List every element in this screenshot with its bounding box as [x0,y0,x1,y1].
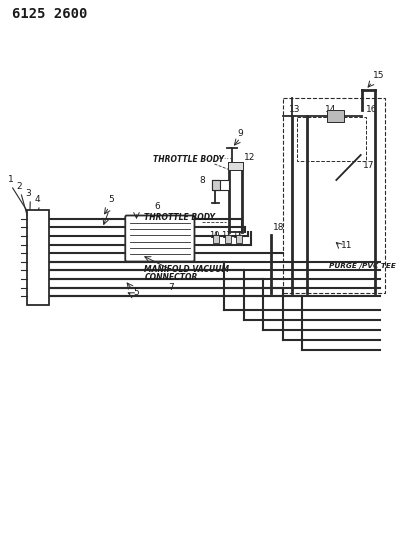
Text: 3: 3 [25,189,31,198]
Bar [326,110,343,122]
Text: 5: 5 [108,195,114,204]
Text: 6: 6 [154,202,160,211]
Text: TRANSDUCER: TRANSDUCER [303,143,358,149]
Text: WASTE GATE: WASTE GATE [305,123,357,129]
Bar [297,117,365,161]
Bar [211,180,229,190]
Bar [225,235,231,243]
Text: 16: 16 [365,105,376,114]
Bar [211,180,220,190]
Text: 11: 11 [220,231,231,240]
Text: 11: 11 [340,241,352,250]
Text: 5: 5 [133,288,139,297]
Text: 12: 12 [243,153,254,162]
Text: 9: 9 [237,129,243,138]
Bar [213,235,219,243]
Text: 10: 10 [209,231,219,240]
Bar [235,235,241,243]
Text: ······: ······ [216,155,231,164]
Text: 6125 2600: 6125 2600 [12,7,87,21]
Text: 2: 2 [17,182,22,191]
Text: 7: 7 [168,283,174,292]
Bar [282,98,384,293]
Text: THROTTLE BODY: THROTTLE BODY [144,213,215,222]
Text: 14: 14 [324,105,335,114]
Text: THROTTLE BODY: THROTTLE BODY [153,155,223,164]
Text: 15: 15 [373,71,384,80]
Bar [227,162,242,170]
Text: MANIFOLD VACUUM: MANIFOLD VACUUM [144,265,229,274]
Text: 17: 17 [362,161,373,170]
Bar [27,210,49,305]
Text: PURGE /PVC TEE: PURGE /PVC TEE [328,263,394,269]
Text: 11: 11 [231,231,242,240]
Text: BACK PRESSURE: BACK PRESSURE [297,133,364,139]
Text: 8: 8 [198,176,204,185]
Text: 4: 4 [34,195,40,204]
Text: 1: 1 [8,175,13,184]
FancyBboxPatch shape [125,215,194,262]
Text: 13: 13 [288,105,299,114]
Text: 18: 18 [272,223,284,232]
Text: CONNECTOR: CONNECTOR [144,273,197,282]
